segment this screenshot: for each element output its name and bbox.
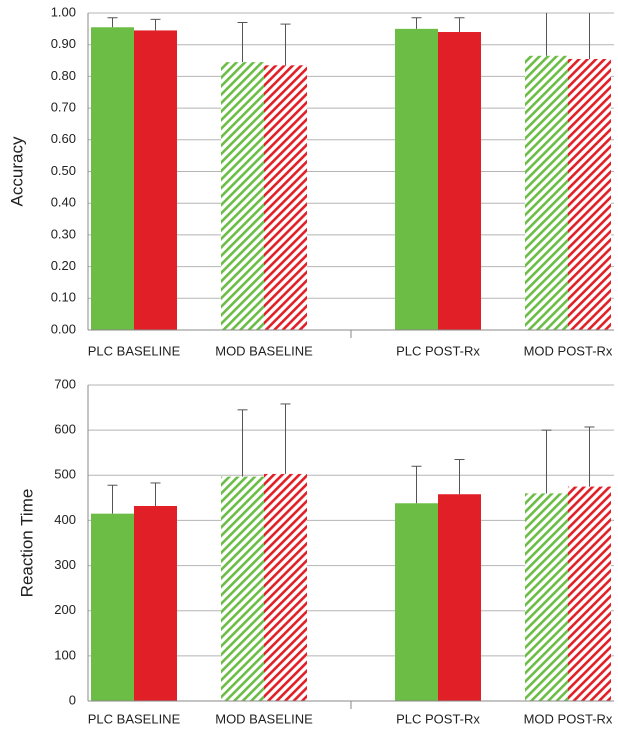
bar bbox=[395, 28, 438, 330]
y-tick-label: 0.50 bbox=[51, 163, 76, 178]
y-axis-title: Reaction Time bbox=[17, 489, 36, 598]
bar bbox=[568, 58, 611, 330]
y-tick-label: 100 bbox=[54, 647, 76, 662]
y-tick-label: 0.90 bbox=[51, 36, 76, 51]
x-tick-label: PLC POST-Rx bbox=[396, 343, 480, 358]
y-tick-label: 0.20 bbox=[51, 258, 76, 273]
y-tick-label: 0.10 bbox=[51, 290, 76, 305]
error-bar bbox=[541, 429, 552, 494]
x-tick-label: PLC BASELINE bbox=[88, 711, 181, 726]
y-tick-label: 0.00 bbox=[51, 321, 76, 336]
error-bar bbox=[411, 465, 422, 504]
bar bbox=[91, 27, 134, 330]
x-tick-label: PLC BASELINE bbox=[88, 343, 181, 358]
error-bar bbox=[107, 484, 118, 514]
error-bar bbox=[584, 426, 595, 487]
bar bbox=[221, 476, 264, 701]
bar bbox=[525, 55, 568, 330]
bar bbox=[264, 65, 307, 330]
bar bbox=[264, 473, 307, 701]
y-axis-title: Accuracy bbox=[7, 136, 26, 206]
bar bbox=[438, 494, 481, 701]
y-tick-label: 700 bbox=[54, 376, 76, 391]
x-tick-label: PLC POST-Rx bbox=[396, 711, 480, 726]
y-tick-label: 300 bbox=[54, 557, 76, 572]
error-bar bbox=[150, 18, 161, 31]
bar bbox=[134, 505, 177, 701]
y-tick-label: 0.40 bbox=[51, 195, 76, 210]
error-bar bbox=[546, 13, 547, 56]
y-tick-label: 0.30 bbox=[51, 226, 76, 241]
error-bar bbox=[411, 17, 422, 29]
y-tick-label: 0.80 bbox=[51, 68, 76, 83]
y-tick-label: 1.00 bbox=[51, 4, 76, 19]
bar bbox=[568, 486, 611, 701]
error-bar bbox=[280, 23, 291, 66]
y-tick-label: 200 bbox=[54, 602, 76, 617]
error-bar bbox=[237, 409, 248, 477]
error-bar bbox=[454, 458, 465, 495]
x-tick-label: MOD POST-Rx bbox=[524, 343, 613, 358]
error-bar bbox=[237, 22, 248, 63]
bar bbox=[221, 62, 264, 330]
bar bbox=[91, 513, 134, 701]
y-tick-label: 400 bbox=[54, 512, 76, 527]
y-tick-label: 0 bbox=[69, 692, 76, 707]
y-tick-label: 600 bbox=[54, 422, 76, 437]
bar bbox=[134, 30, 177, 330]
error-bar bbox=[589, 13, 590, 59]
error-bar bbox=[107, 17, 118, 28]
error-bar bbox=[454, 17, 465, 33]
bar bbox=[438, 32, 481, 330]
x-tick-label: MOD POST-Rx bbox=[524, 711, 613, 726]
y-tick-label: 500 bbox=[54, 467, 76, 482]
error-bar bbox=[280, 403, 291, 474]
bar bbox=[395, 503, 438, 701]
x-tick-label: MOD BASELINE bbox=[215, 343, 313, 358]
x-tick-label: MOD BASELINE bbox=[215, 711, 313, 726]
error-bar bbox=[150, 482, 161, 506]
bar bbox=[525, 493, 568, 701]
plot-area bbox=[91, 13, 611, 330]
y-tick-label: 0.60 bbox=[51, 131, 76, 146]
plot-area bbox=[91, 403, 611, 701]
y-tick-label: 0.70 bbox=[51, 100, 76, 115]
